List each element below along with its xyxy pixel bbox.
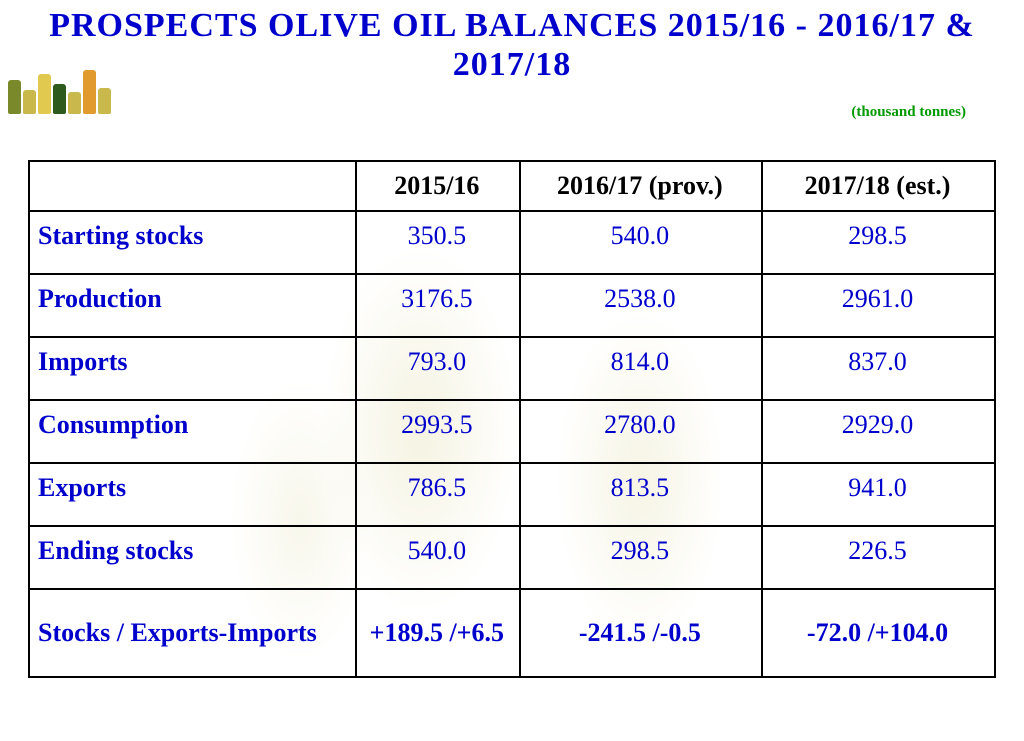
- cell-value: 226.5: [762, 526, 995, 589]
- cell-value: 2780.0: [520, 400, 762, 463]
- row-label: Exports: [29, 463, 356, 526]
- table-row: Starting stocks350.5540.0298.5: [29, 211, 995, 274]
- col-header: 2017/18 (est.): [762, 161, 995, 211]
- cell-value: 298.5: [762, 211, 995, 274]
- cell-value: +189.5 /+6.5: [356, 589, 520, 677]
- page-title: PROSPECTS OLIVE OIL BALANCES 2015/16 - 2…: [0, 0, 1024, 84]
- olive-bottles-icon: [8, 70, 111, 114]
- row-label: Stocks / Exports-Imports: [29, 589, 356, 677]
- bottle-icon: [98, 88, 111, 114]
- table-row: Exports786.5813.5941.0: [29, 463, 995, 526]
- balances-table: 2015/162016/17 (prov.)2017/18 (est.)Star…: [28, 160, 996, 678]
- table-row: Ending stocks540.0298.5226.5: [29, 526, 995, 589]
- bottle-icon: [23, 90, 36, 114]
- cell-value: 837.0: [762, 337, 995, 400]
- cell-value: 813.5: [520, 463, 762, 526]
- bottle-icon: [53, 84, 66, 114]
- cell-value: 2961.0: [762, 274, 995, 337]
- row-label: Consumption: [29, 400, 356, 463]
- title-line1: PROSPECTS OLIVE OIL BALANCES 2015/16 - 2…: [49, 7, 975, 44]
- bottle-icon: [38, 74, 51, 114]
- row-label: Imports: [29, 337, 356, 400]
- row-label: Starting stocks: [29, 211, 356, 274]
- cell-value: 793.0: [356, 337, 520, 400]
- cell-value: -72.0 /+104.0: [762, 589, 995, 677]
- col-header: 2016/17 (prov.): [520, 161, 762, 211]
- cell-value: 540.0: [520, 211, 762, 274]
- cell-value: 2538.0: [520, 274, 762, 337]
- cell-value: 2993.5: [356, 400, 520, 463]
- table-row: Stocks / Exports-Imports+189.5 /+6.5-241…: [29, 589, 995, 677]
- cell-value: 540.0: [356, 526, 520, 589]
- table-row: Imports793.0814.0837.0: [29, 337, 995, 400]
- col-header: 2015/16: [356, 161, 520, 211]
- bottle-icon: [83, 70, 96, 114]
- cell-value: 350.5: [356, 211, 520, 274]
- row-label: Production: [29, 274, 356, 337]
- table-row: Production3176.52538.02961.0: [29, 274, 995, 337]
- bottle-icon: [68, 92, 81, 114]
- cell-value: -241.5 /-0.5: [520, 589, 762, 677]
- bottle-icon: [8, 80, 21, 114]
- title-line2: 2017/18: [453, 46, 571, 83]
- table-row: Consumption2993.52780.02929.0: [29, 400, 995, 463]
- cell-value: 814.0: [520, 337, 762, 400]
- row-label: Ending stocks: [29, 526, 356, 589]
- cell-value: 3176.5: [356, 274, 520, 337]
- units-label: (thousand tonnes): [851, 104, 966, 121]
- cell-value: 786.5: [356, 463, 520, 526]
- cell-value: 2929.0: [762, 400, 995, 463]
- cell-value: 298.5: [520, 526, 762, 589]
- col-header-rowlabel: [29, 161, 356, 211]
- cell-value: 941.0: [762, 463, 995, 526]
